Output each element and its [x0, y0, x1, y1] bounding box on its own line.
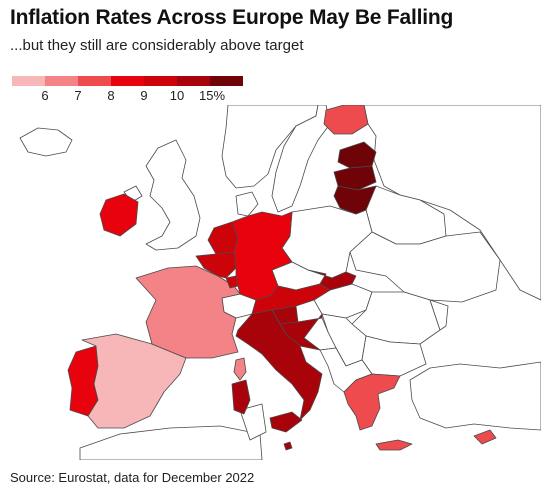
legend-label-7: 7 — [74, 88, 82, 103]
region-portugal — [67, 345, 99, 417]
legend-swatch-6 — [177, 76, 210, 86]
legend-swatch-3 — [78, 76, 111, 86]
legend-label-8: 8 — [107, 88, 115, 103]
legend-swatch-2 — [45, 76, 78, 86]
legend-swatch-1 — [12, 76, 45, 86]
region-belgium — [195, 251, 237, 279]
region-sardinia — [231, 379, 251, 415]
region-corsica — [233, 357, 247, 381]
legend-label-10: 10 — [169, 88, 185, 103]
legend-label-15: 15% — [198, 88, 226, 103]
region-slovakia — [307, 269, 357, 291]
color-legend: 6 7 8 9 10 15% — [12, 76, 243, 116]
region-finland — [323, 105, 369, 135]
region-france — [135, 265, 241, 359]
region-turkey — [409, 361, 541, 431]
legend-swatch-5 — [144, 76, 177, 86]
legend-swatch-7 — [210, 76, 243, 86]
legend-label-6: 6 — [41, 88, 49, 103]
region-lithuania — [333, 185, 377, 215]
europe-map — [19, 105, 541, 460]
region-italy — [235, 309, 323, 421]
region-sicily — [269, 411, 303, 433]
region-great-britain — [145, 139, 201, 251]
region-ukraine — [349, 231, 501, 303]
chart-title: Inflation Rates Across Europe May Be Fal… — [10, 6, 454, 29]
region-hungary — [313, 283, 373, 319]
region-crete — [375, 439, 413, 451]
region-russia — [363, 105, 541, 301]
source-note: Source: Eurostat, data for December 2022 — [10, 470, 255, 485]
region-malta — [283, 441, 293, 451]
chart-subtitle: ...but they still are considerably above… — [10, 37, 304, 54]
region-moldova — [429, 299, 449, 331]
legend-swatch-4 — [111, 76, 144, 86]
region-ireland — [99, 193, 139, 237]
region-cyprus — [473, 429, 497, 445]
region-tunisia — [239, 403, 267, 441]
region-iceland — [19, 127, 73, 157]
region-denmark — [235, 191, 259, 217]
region-estonia — [337, 141, 377, 169]
region-north-africa — [79, 425, 263, 460]
legend-label-9: 9 — [140, 88, 148, 103]
region-greece — [343, 373, 401, 431]
